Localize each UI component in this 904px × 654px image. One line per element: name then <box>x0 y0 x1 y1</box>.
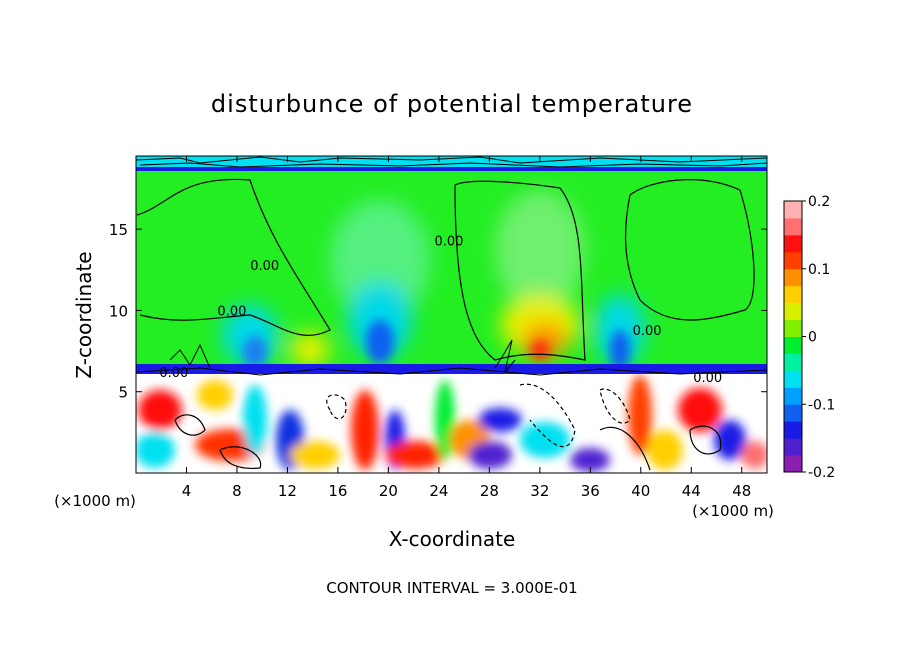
colorbar: 0.2 0.1 0 -0.1 -0.2 <box>784 194 835 481</box>
colorbar-label: 0.2 <box>808 194 830 210</box>
x-tick-label: 48 <box>732 482 751 500</box>
y-tick-label: 15 <box>109 221 128 239</box>
colorbar-swatch <box>784 252 802 269</box>
contour-label: 0.00 <box>217 304 246 319</box>
z-unit-label: (×1000 m) <box>692 502 774 520</box>
colorbar-swatch <box>784 421 802 438</box>
x-tick-label: 32 <box>530 482 549 500</box>
x-tick-label: 16 <box>328 482 347 500</box>
x-tick-label: 12 <box>278 482 297 500</box>
y-tick-label: 5 <box>118 384 128 402</box>
y-tick-label: 10 <box>109 302 128 320</box>
contour-label: 0.00 <box>693 371 722 386</box>
x-tick-label: 44 <box>682 482 701 500</box>
colorbar-swatch <box>784 218 802 235</box>
colorbar-swatch <box>784 370 802 387</box>
colorbar-label: -0.2 <box>808 465 835 481</box>
colorbar-swatch <box>784 438 802 455</box>
contour-label: 0.00 <box>434 234 463 249</box>
x-tick-label: 40 <box>631 482 650 500</box>
colorbar-label: -0.1 <box>808 397 835 413</box>
contour-label: 0.00 <box>633 324 662 339</box>
colorbar-swatch <box>784 353 802 370</box>
colorbar-swatch <box>784 387 802 404</box>
colorbar-swatch <box>784 269 802 286</box>
colorbar-swatch <box>784 235 802 252</box>
x-tick-label: 24 <box>429 482 448 500</box>
chart-title: disturbunce of potential temperature <box>211 90 693 118</box>
colorbar-label: 0 <box>808 330 817 346</box>
lower-field <box>135 372 769 473</box>
x-tick-label: 4 <box>182 482 192 500</box>
y-axis-title: Z-coordinate <box>72 251 96 378</box>
contour-interval-note: CONTOUR INTERVAL = 3.000E-01 <box>326 579 577 597</box>
contour-label: 0.00 <box>159 366 188 381</box>
colorbar-swatch <box>784 455 802 472</box>
chart: disturbunce of potential temperature <box>0 0 904 654</box>
colorbar-swatch <box>784 286 802 303</box>
colorbar-swatch <box>784 404 802 421</box>
colorbar-swatch <box>784 320 802 337</box>
x-axis-title: X-coordinate <box>389 527 516 551</box>
x-unit-label: (×1000 m) <box>54 492 136 510</box>
colorbar-swatch <box>784 303 802 320</box>
colorbar-swatch <box>784 201 802 218</box>
top-band-edge <box>136 167 767 171</box>
x-tick-label: 8 <box>232 482 242 500</box>
contour-label: 0.00 <box>250 259 279 274</box>
colorbar-swatch <box>784 337 802 354</box>
colorbar-label: 0.1 <box>808 262 830 278</box>
x-tick-label: 36 <box>581 482 600 500</box>
x-tick-label: 28 <box>480 482 499 500</box>
x-tick-label: 20 <box>379 482 398 500</box>
